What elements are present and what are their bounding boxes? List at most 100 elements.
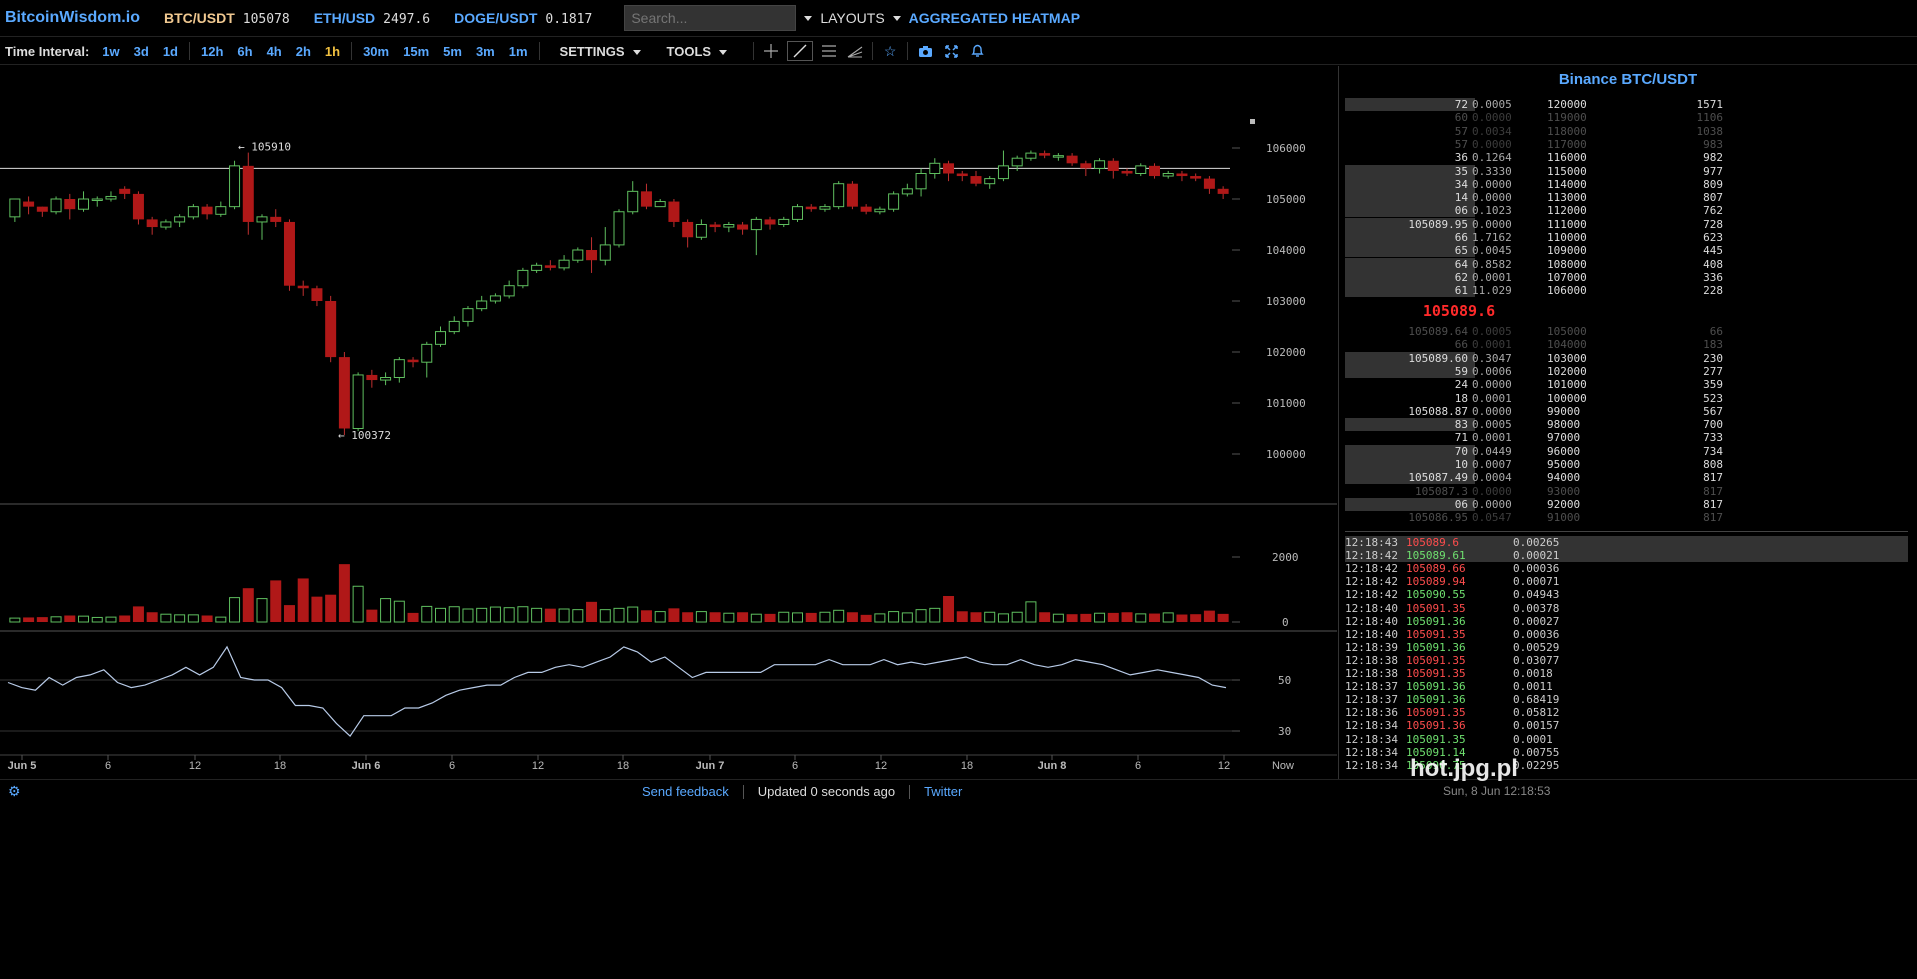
orderbook-row[interactable]: 10 0.0007 95000 808: [1345, 458, 1908, 471]
crosshair-icon[interactable]: [758, 41, 784, 61]
interval-3m[interactable]: 3m: [475, 43, 495, 59]
layouts-menu[interactable]: LAYOUTS: [820, 10, 885, 26]
orderbook-row[interactable]: 66 1.7162 110000 623: [1345, 231, 1908, 244]
orderbook-row[interactable]: 35 0.3330 115000 977: [1345, 164, 1908, 178]
depth-bar: [1345, 177, 1475, 191]
orderbook-row[interactable]: 105087.3 0.0000 93000 817: [1345, 485, 1908, 498]
orderbook-row[interactable]: 57 0.0000 117000 983: [1345, 138, 1908, 151]
divider: [872, 42, 874, 60]
orderbook-row[interactable]: 64 0.8582 108000 408: [1345, 257, 1908, 271]
ticker-eth-usd[interactable]: ETH/USD 2497.6: [314, 10, 430, 27]
candle-body: [503, 285, 515, 297]
price-tick-label: 102000: [1266, 346, 1306, 359]
candle-body: [874, 208, 886, 213]
interval-30m[interactable]: 30m: [363, 43, 390, 59]
orderbook-row[interactable]: 36 0.1264 116000 982: [1345, 151, 1908, 164]
hlines-icon[interactable]: [816, 41, 842, 61]
chart-canvas[interactable]: 106000 105000 104000 103000 102000 101000 1000…: [0, 66, 1337, 776]
level-count: 183: [1703, 338, 1723, 352]
camera-icon[interactable]: [912, 41, 938, 61]
candle-body: [1107, 160, 1119, 171]
star-icon[interactable]: ☆: [883, 42, 897, 59]
orderbook-row[interactable]: 06 0.1023 112000 762: [1345, 204, 1908, 218]
orderbook-row[interactable]: 59 0.0006 102000 277: [1345, 364, 1908, 378]
volume-bar: [36, 617, 48, 622]
interval-6h[interactable]: 6h: [237, 43, 253, 59]
orderbook-row[interactable]: 105087.49 0.0004 94000 817: [1345, 471, 1908, 485]
orderbook-row[interactable]: 18 0.0001 100000 523: [1345, 392, 1908, 405]
candle-body: [421, 343, 433, 363]
ticker-btc-usdt[interactable]: BTC/USDT 105078: [164, 10, 290, 27]
interval-1d[interactable]: 1d: [162, 43, 178, 59]
orderbook-row[interactable]: 62 0.0001 107000 336: [1345, 270, 1908, 284]
volume-bar: [489, 606, 501, 623]
trendline-icon[interactable]: [787, 41, 814, 61]
orderbook-row[interactable]: 14 0.0000 113000 807: [1345, 191, 1908, 205]
trade-quantity: 0.0011: [1513, 680, 1553, 694]
orderbook-row[interactable]: 105088.87 0.0000 99000 567: [1345, 405, 1908, 418]
orderbook-row[interactable]: 72 0.0005 120000 1571: [1345, 98, 1908, 111]
ticker-doge-usdt[interactable]: DOGE/USDT 0.1817: [454, 10, 592, 27]
depth-bar: [1345, 164, 1475, 178]
price-level: 103000: [1547, 351, 1587, 365]
orderbook-row[interactable]: 57 0.0034 118000 1038: [1345, 125, 1908, 138]
orderbook-row[interactable]: 60 0.0000 119000 1106: [1345, 111, 1908, 124]
orderbook-row[interactable]: 105089.64 0.0005 105000 66: [1345, 325, 1908, 338]
orderbook-row[interactable]: 24 0.0000 101000 359: [1345, 378, 1908, 391]
interval-1h[interactable]: 1h: [324, 43, 341, 59]
candle-body: [201, 206, 213, 215]
settings-menu[interactable]: SETTINGS: [560, 44, 649, 59]
price-tick-label: 101000: [1266, 397, 1306, 410]
bell-icon[interactable]: [964, 41, 990, 61]
orderbook-row[interactable]: 34 0.0000 114000 809: [1345, 177, 1908, 191]
orderbook-row[interactable]: 71 0.0001 97000 733: [1345, 431, 1908, 444]
orderbook-row[interactable]: 105089.60 0.3047 103000 230: [1345, 351, 1908, 365]
orderbook-row[interactable]: 83 0.0005 98000 700: [1345, 418, 1908, 432]
volume-bar: [943, 596, 955, 622]
site-logo[interactable]: BitcoinWisdom.io: [5, 9, 140, 26]
volume-bar: [764, 613, 776, 622]
price-level: 98000: [1547, 418, 1581, 432]
interval-3d[interactable]: 3d: [133, 43, 149, 59]
orderbook-row[interactable]: 105089.95 0.0000 111000 728: [1345, 217, 1908, 231]
status-links: Send feedback Updated 0 seconds ago Twit…: [642, 784, 962, 799]
aggregated-heatmap-link[interactable]: AGGREGATED HEATMAP: [908, 10, 1081, 26]
interval-15m[interactable]: 15m: [403, 43, 430, 59]
trade-row: 12:18:40 105091.35 0.00036: [1345, 628, 1908, 641]
candle-body: [723, 224, 735, 228]
volume-bar: [531, 607, 543, 623]
orderbook-title[interactable]: Binance BTC/USDT: [1558, 71, 1698, 88]
trade-row: 12:18:37 105091.36 0.0011: [1345, 680, 1908, 693]
orderbook-row[interactable]: 66 0.0001 104000 183: [1345, 338, 1908, 351]
orderbook-row[interactable]: 65 0.0045 109000 445: [1345, 244, 1908, 258]
chevron-down-icon[interactable]: [892, 15, 901, 21]
price-level: 97000: [1547, 431, 1581, 445]
fib-icon[interactable]: [842, 41, 868, 61]
volume-bar: [956, 611, 968, 622]
candle-body: [833, 183, 845, 208]
time-axis-label: 18: [274, 760, 286, 772]
interval-1w[interactable]: 1w: [102, 43, 120, 59]
orderbook-row[interactable]: 105086.95 0.0547 91000 817: [1345, 511, 1908, 524]
interval-4h[interactable]: 4h: [266, 43, 282, 59]
orderbook-row[interactable]: 70 0.0449 96000 734: [1345, 444, 1908, 458]
trade-row: 12:18:42 105090.55 0.04943: [1345, 588, 1908, 601]
interval-5m[interactable]: 5m: [443, 43, 462, 59]
interval-12h[interactable]: 12h: [200, 43, 224, 59]
candle-body: [1094, 160, 1106, 169]
twitter-link[interactable]: Twitter: [924, 784, 963, 799]
orderbook-row[interactable]: 61 11.029 106000 228: [1345, 284, 1908, 298]
price-chart[interactable]: 106000 105000 104000 103000 102000 101000 1000…: [0, 66, 1337, 776]
gear-icon[interactable]: ⚙: [8, 783, 21, 799]
search-input[interactable]: [624, 5, 797, 31]
orderbook-row[interactable]: 06 0.0000 92000 817: [1345, 497, 1908, 511]
interval-2h[interactable]: 2h: [295, 43, 311, 59]
tools-menu[interactable]: TOOLS: [667, 44, 736, 59]
interval-1m[interactable]: 1m: [508, 43, 528, 59]
chevron-down-icon[interactable]: [804, 15, 813, 21]
candle-body: [1066, 155, 1078, 164]
send-feedback-link[interactable]: Send feedback: [642, 784, 729, 799]
candle-body: [229, 165, 241, 208]
candle-body: [1162, 173, 1174, 177]
fullscreen-icon[interactable]: [938, 41, 964, 61]
